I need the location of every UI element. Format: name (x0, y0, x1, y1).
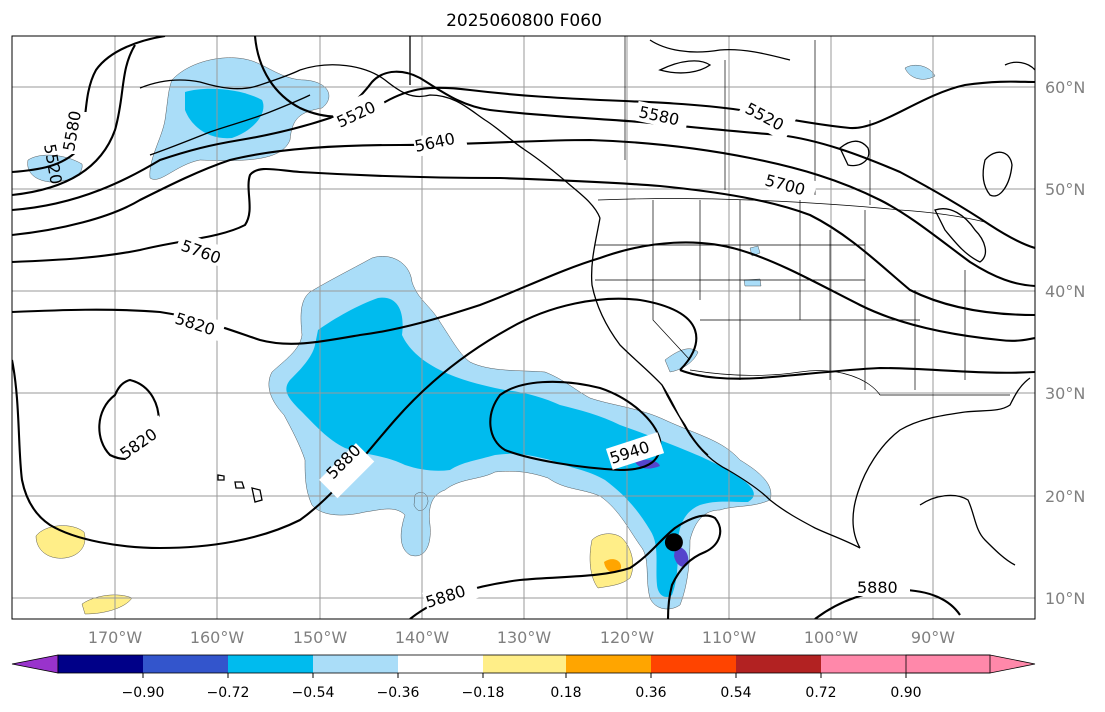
lon-tick-label: 160°W (190, 628, 245, 647)
latitude-ticks: 60°N 50°N 40°N 30°N 20°N 10°N (1045, 78, 1085, 608)
graticule (12, 36, 1035, 619)
contour-label: 5880 (857, 578, 898, 597)
lat-tick-label: 10°N (1045, 589, 1085, 608)
colorbar-segment (58, 655, 143, 673)
lon-tick-label: 130°W (497, 628, 552, 647)
colorbar-segment (313, 655, 398, 673)
colorbar-tick-label: −0.18 (462, 685, 505, 701)
colorbar-tick-label: 0.72 (805, 685, 836, 701)
colorbar-extend-low (11, 654, 59, 674)
colorbar-segment (228, 655, 313, 673)
map-frame (11, 35, 1036, 620)
colorbar-tick-label: 0.18 (550, 685, 581, 701)
colorbar-segment (736, 655, 821, 673)
map-title: 2025060800 F060 (446, 11, 602, 31)
storm-position-marker (664, 533, 683, 552)
colorbar-tick-label: 0.90 (890, 685, 921, 701)
lon-tick-label: 110°W (702, 628, 757, 647)
colorbar-segment (651, 655, 736, 673)
lat-tick-label: 20°N (1045, 487, 1085, 506)
colorbar-tick-label: 0.54 (720, 685, 751, 701)
coastlines (139, 36, 1035, 566)
lon-tick-label: 100°W (804, 628, 859, 647)
lat-tick-label: 30°N (1045, 384, 1085, 403)
lon-tick-label: 140°W (395, 628, 450, 647)
colorbar-segment (483, 655, 566, 673)
lon-tick-label: 120°W (600, 628, 655, 647)
colorbar-segment (143, 655, 228, 673)
colorbar-tick-label: −0.36 (377, 685, 420, 701)
colorbar-tick-label: −0.72 (207, 685, 250, 701)
lat-tick-label: 60°N (1045, 78, 1085, 97)
lat-tick-label: 40°N (1045, 282, 1085, 301)
colorbar-ticks: −0.90 −0.72 −0.54 −0.36 −0.18 0.18 0.36 … (122, 673, 922, 701)
colorbar-tick-label: 0.36 (635, 685, 666, 701)
lat-tick-label: 50°N (1045, 180, 1085, 199)
colorbar-segment (566, 655, 651, 673)
political-borders (595, 36, 1010, 396)
lon-tick-label: 170°W (88, 628, 143, 647)
colorbar: −0.90 −0.72 −0.54 −0.36 −0.18 0.18 0.36 … (11, 654, 1036, 701)
colorbar-tick-label: −0.90 (122, 685, 165, 701)
lon-tick-label: 150°W (293, 628, 348, 647)
map-area: 5520 5580 5520 5640 5580 5520 5700 5760 … (12, 36, 1035, 619)
colorbar-tick-label: −0.54 (292, 685, 335, 701)
lon-tick-label: 90°W (911, 628, 955, 647)
colorbar-segment (398, 655, 483, 673)
longitude-ticks: 170°W 160°W 150°W 140°W 130°W 120°W 110°… (88, 628, 955, 647)
colorbar-segment (821, 655, 906, 673)
colorbar-extend-high (905, 654, 1036, 674)
